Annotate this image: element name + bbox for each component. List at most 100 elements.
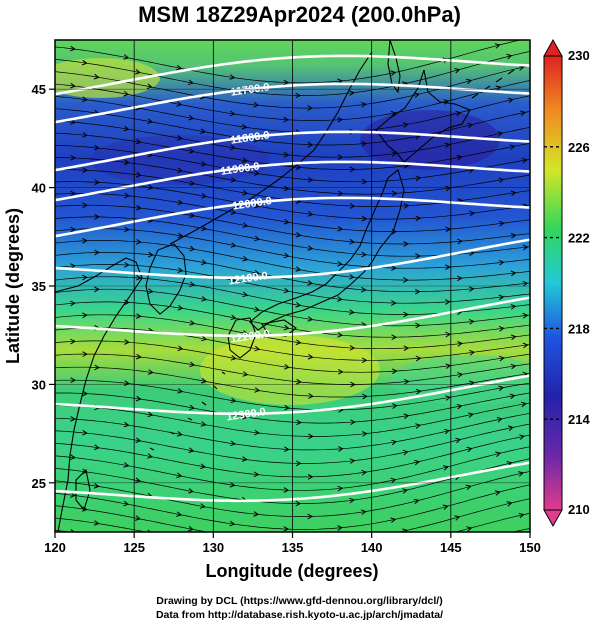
wind-arrow: [187, 79, 194, 86]
wind-arrow: [123, 159, 130, 166]
wind-arrow: [176, 135, 183, 141]
wind-arrow: [124, 380, 130, 386]
streamline: [55, 402, 530, 437]
wind-arrow: [510, 363, 517, 370]
wind-arrow: [230, 397, 237, 404]
wind-arrow: [403, 413, 410, 420]
wind-arrow: [283, 446, 290, 453]
wind-arrow: [70, 119, 76, 125]
wind-arrow: [402, 122, 409, 128]
wind-arrow: [337, 525, 343, 531]
wind-arrow: [124, 299, 130, 306]
wind-arrow: [177, 388, 184, 394]
wind-arrow: [455, 437, 462, 444]
wind-arrow: [188, 148, 195, 154]
wind-arrow: [199, 503, 206, 509]
wind-arrow: [467, 122, 474, 129]
wind-arrow: [496, 416, 503, 423]
wind-arrow: [518, 512, 525, 519]
wind-arrow: [295, 302, 302, 308]
wind-arrow: [230, 355, 237, 361]
wind-arrow: [402, 528, 409, 532]
wind-arrow: [177, 267, 184, 273]
wind-arrow: [349, 203, 356, 209]
wind-arrow: [413, 498, 420, 505]
coast-ryukyu: [149, 371, 226, 451]
wind-arrow: [295, 266, 302, 272]
wind-arrow: [391, 558, 396, 563]
map-plot-area: 11700.0 11800.0 11900.0 12000.0 12100.0 12200…: [55, 40, 530, 563]
streamline: [55, 181, 530, 220]
wind-arrow: [230, 177, 237, 183]
wind-arrow: [390, 300, 397, 306]
wind-arrow: [189, 180, 196, 186]
wind-arrow: [70, 263, 76, 269]
wind-arrow: [70, 82, 76, 89]
wind-arrow: [349, 344, 356, 351]
wind-arrow: [254, 235, 261, 242]
wind-arrow: [135, 437, 142, 443]
wind-arrow: [445, 395, 452, 401]
coastlines: [55, 40, 515, 532]
wind-arrow: [188, 447, 195, 453]
wind-arrow: [403, 277, 409, 283]
wind-arrow: [467, 412, 474, 418]
wind-arrow: [177, 167, 184, 174]
wind-arrow: [349, 90, 355, 96]
colorbar-gradient: [543, 55, 563, 511]
wind-arrow: [81, 59, 88, 66]
wind-arrow: [391, 439, 398, 446]
colorbar-tick-label: 218: [568, 321, 590, 336]
wind-arrow: [307, 280, 314, 286]
wind-arrow: [123, 125, 130, 132]
wind-arrow: [123, 421, 130, 428]
wind-arrow: [444, 142, 451, 149]
wind-arrow: [295, 232, 302, 238]
wind-arrow: [520, 401, 527, 408]
wind-arrow: [507, 97, 514, 104]
wind-arrow: [201, 335, 208, 342]
wind-arrow: [176, 64, 183, 71]
wind-arrow: [177, 345, 184, 352]
wind-arrow: [81, 506, 88, 512]
lat-tick-label: 40: [32, 181, 46, 196]
wind-arrow: [94, 249, 100, 256]
lat-tick-label: 25: [32, 476, 46, 491]
wind-arrow: [146, 83, 153, 90]
wind-arrow: [444, 264, 451, 271]
wind-arrow: [136, 353, 142, 360]
wind-arrow: [350, 419, 356, 426]
colorbar-tick-label: 214: [568, 412, 590, 427]
lat-ticks: 25 30 35 40 45: [32, 82, 55, 491]
wind-arrow: [337, 446, 344, 452]
wind-arrow: [230, 209, 237, 215]
wind-arrow: [177, 199, 184, 206]
wind-arrow: [349, 238, 356, 245]
wind-arrow: [82, 351, 88, 357]
wind-arrow: [254, 549, 259, 554]
wind-arrow: [253, 511, 260, 517]
wind-arrow: [498, 177, 505, 183]
wind-arrow: [283, 252, 290, 259]
wind-arrow: [413, 92, 420, 98]
wind-arrow: [391, 403, 398, 409]
wind-streamlines: [55, 40, 530, 563]
wind-arrow: [361, 215, 368, 222]
streamline: [55, 434, 530, 478]
wind-arrow: [337, 296, 343, 302]
wind-arrow: [241, 456, 248, 462]
wind-arrow: [498, 325, 505, 332]
wind-arrow: [361, 469, 368, 476]
wind-arrow: [254, 387, 261, 393]
wind-arrow: [360, 286, 367, 293]
wind-arrow: [284, 364, 290, 370]
wind-arrow: [229, 482, 236, 488]
wind-arrow: [82, 312, 88, 319]
wind-arrow: [349, 538, 354, 543]
wind-arrow: [522, 280, 529, 287]
wind-arrow: [70, 226, 76, 233]
wind-arrow: [200, 128, 207, 134]
lon-tick-label: 140: [361, 540, 383, 555]
wind-arrow: [498, 355, 505, 362]
